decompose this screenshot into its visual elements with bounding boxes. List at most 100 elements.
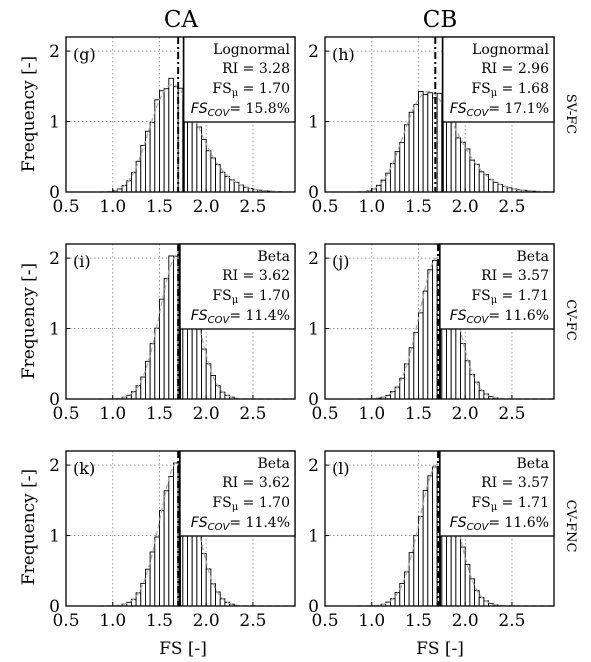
y-axis-label-row2: Frequency [-] [19, 263, 39, 379]
histogram-bar [159, 90, 165, 193]
x-axis-label-ca: FS [-] [159, 639, 207, 659]
y-tick-label: 0 [49, 183, 60, 203]
x-tick-label: 1.5 [146, 611, 173, 631]
reliability-index: RI = 3.28 [222, 61, 290, 77]
x-tick-label: 2.5 [498, 404, 525, 424]
histogram-bar [488, 179, 494, 193]
annotation-box [183, 36, 296, 123]
panel-g: 0.5 1.0 1.5 2.0 2.5 0 1 2 (g) Lognormal RI = 3.28 F… [49, 36, 296, 217]
histogram-bar [446, 111, 452, 193]
y-tick-label: 2 [49, 249, 60, 269]
histogram-bar [478, 171, 485, 193]
histogram-bar [205, 150, 212, 193]
x-tick-label: 1.5 [405, 404, 432, 424]
annotation-box [179, 243, 296, 330]
x-tick-label: 2.0 [452, 404, 479, 424]
annotation-box [442, 36, 555, 123]
histogram-bar [210, 157, 217, 193]
histogram-bar [427, 475, 433, 607]
histogram-bar [394, 151, 401, 193]
column-title-ca: CA [164, 7, 199, 33]
histogram-bar [224, 176, 231, 193]
x-tick-label: 2.0 [452, 611, 479, 631]
histogram-bar [455, 137, 461, 193]
panel-i: 0.5 1.0 1.5 2.0 2.5 0 1 2 (i) Beta RI = 3.62 FSμ = … [49, 243, 296, 424]
x-tick-label: 2.0 [193, 197, 220, 217]
y-tick-label: 2 [49, 456, 60, 476]
annotation-box [179, 450, 296, 537]
histogram-bar [403, 363, 410, 400]
histogram-bar [163, 490, 170, 607]
x-tick-label: 0.5 [52, 197, 79, 217]
histogram-bar [460, 546, 466, 607]
y-tick-label: 0 [308, 597, 319, 617]
x-tick-label: 2.0 [193, 404, 220, 424]
fitted-density-curve [98, 83, 295, 193]
row-label-cv-fc: CV-FC [563, 299, 578, 341]
histogram-bar [219, 171, 226, 193]
histogram-bar [422, 93, 429, 193]
y-tick-label: 0 [308, 390, 319, 410]
histogram-bar [215, 591, 221, 607]
histogram-bar [408, 347, 415, 400]
histogram-bar [144, 130, 151, 193]
histogram-bar [474, 590, 480, 607]
x-tick-label: 2.0 [452, 197, 479, 217]
histogram-bar [427, 92, 433, 193]
histogram-bar [418, 516, 424, 607]
histogram-bar [163, 278, 170, 400]
row-label-cv-fnc: CV-FNC [563, 500, 578, 553]
histogram-bar [474, 163, 480, 193]
histogram-bar [149, 551, 156, 607]
reliability-index: RI = 3.62 [222, 475, 290, 491]
reliability-index: RI = 3.57 [481, 268, 549, 284]
x-tick-label: 2.0 [193, 611, 220, 631]
histogram-bar [394, 591, 401, 607]
histogram-bar [460, 141, 466, 193]
fs-cov: FSCOV= 17.1% [450, 101, 549, 119]
histogram-bar [408, 552, 415, 607]
x-tick-label: 1.0 [99, 404, 126, 424]
histogram-bar [483, 173, 490, 193]
histogram-bar [149, 121, 156, 193]
x-tick-label: 1.5 [146, 197, 173, 217]
reliability-index: RI = 3.62 [222, 268, 290, 284]
reliability-index: RI = 2.96 [481, 61, 549, 77]
y-tick-label: 1 [49, 320, 60, 340]
x-tick-label: 2.5 [498, 611, 525, 631]
histogram-bar [399, 141, 405, 193]
fitted-density-curve [357, 463, 554, 607]
histogram-bar [168, 77, 174, 193]
histogram-bar [126, 180, 132, 193]
histogram-bar [413, 535, 419, 607]
histogram [121, 248, 235, 400]
distribution-name: Beta [516, 456, 549, 472]
y-tick-label: 2 [308, 249, 319, 269]
histogram-bar [215, 164, 221, 193]
histogram-bar [205, 568, 212, 607]
fs-mean: FSμ = 1.71 [471, 495, 549, 513]
x-axis-label-cb: FS [-] [416, 639, 464, 659]
histogram-bar [413, 104, 419, 193]
x-tick-label: 1.5 [405, 197, 432, 217]
x-tick-label: 0.5 [311, 404, 338, 424]
histogram-bar [460, 343, 466, 400]
histogram-bar [403, 124, 410, 193]
distribution-name: Lognormal [472, 42, 549, 58]
histogram-bar [196, 126, 202, 193]
panel-label: (k) [73, 459, 95, 478]
fs-cov: FSCOV= 11.4% [191, 308, 290, 326]
histogram [112, 77, 273, 193]
histogram-bar [422, 290, 429, 400]
y-axis-label-row1: Frequency [-] [19, 56, 39, 172]
panel-label: (l) [332, 459, 350, 478]
y-tick-label: 1 [308, 113, 319, 133]
histogram-bar [408, 111, 415, 193]
histogram-bar [233, 181, 240, 193]
distribution-name: Beta [257, 249, 290, 265]
panel-h: 0.5 1.0 1.5 2.0 2.5 0 1 2 (h) Lognormal RI = 2.96 F… [308, 36, 555, 217]
panels: 0.5 1.0 1.5 2.0 2.5 0 1 2 (g) Lognormal RI = 3.28 F… [49, 36, 555, 631]
y-tick-label: 0 [49, 390, 60, 410]
y-tick-label: 0 [49, 597, 60, 617]
panel-label: (g) [73, 45, 96, 64]
